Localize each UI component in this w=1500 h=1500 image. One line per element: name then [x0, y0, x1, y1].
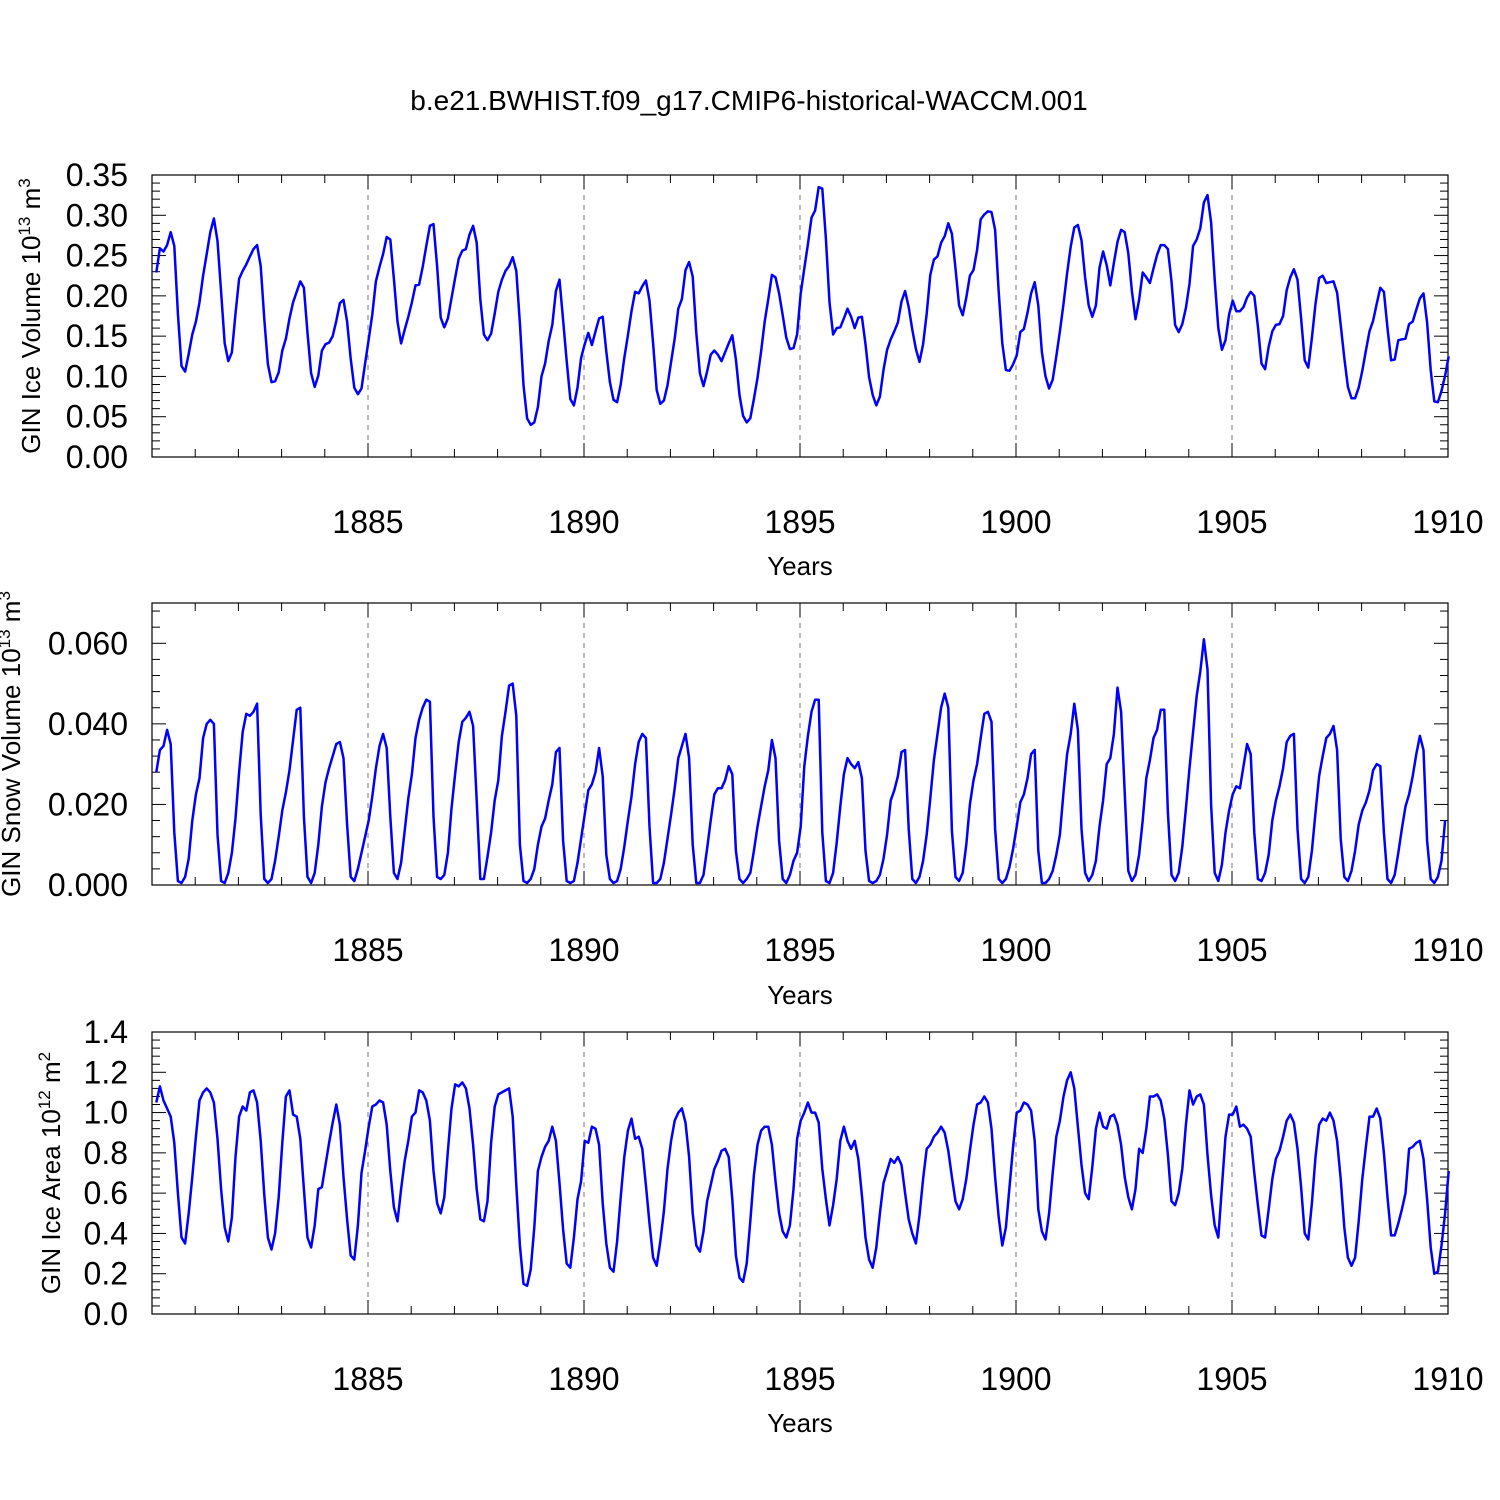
x-tick-label: 1895	[764, 1361, 835, 1397]
x-tick-label: 1905	[1196, 504, 1267, 540]
y-tick-label: 0.00	[66, 439, 128, 475]
x-tick-label: 1905	[1196, 1361, 1267, 1397]
y-axis-label: GIN Ice Area 1012 m2	[35, 1052, 66, 1294]
x-tick-label: 1895	[764, 504, 835, 540]
x-tick-label: 1910	[1412, 932, 1483, 968]
x-tick-label: 1885	[332, 932, 403, 968]
snow-volume-panel: 0.000 0.020 0.040 0.060 1885 1890 1895 1900 1905…	[0, 591, 1484, 1010]
y-tick-label: 0.0	[84, 1296, 128, 1332]
y-tick-label: 0.020	[48, 786, 128, 822]
y-axis-label: GIN Ice Volume 1013 m3	[15, 178, 46, 454]
y-tick-label: 1.2	[84, 1054, 128, 1090]
y-axis-label: GIN Snow Volume 1013 m3	[0, 591, 26, 897]
x-axis-label: Years	[767, 980, 833, 1010]
series-line	[155, 638, 1447, 885]
x-tick-label: 1895	[764, 932, 835, 968]
x-tick-label: 1900	[980, 1361, 1051, 1397]
y-tick-label: 0.000	[48, 867, 128, 903]
y-tick-label: 0.6	[84, 1175, 128, 1211]
figure-title: b.e21.BWHIST.f09_g17.CMIP6-historical-WA…	[410, 85, 1087, 116]
y-tick-label: 0.060	[48, 625, 128, 661]
series-line	[155, 185, 1450, 427]
x-axis-label: Years	[767, 1408, 833, 1438]
y-tick-label: 0.25	[66, 238, 128, 274]
y-tick-label: 0.35	[66, 157, 128, 193]
y-tick-label: 0.05	[66, 399, 128, 435]
y-tick-label: 0.10	[66, 358, 128, 394]
y-tick-label: 0.30	[66, 197, 128, 233]
y-tick-label: 0.2	[84, 1256, 128, 1292]
series-line	[155, 1071, 1450, 1288]
x-tick-label: 1905	[1196, 932, 1267, 968]
x-tick-label: 1885	[332, 1361, 403, 1397]
x-tick-label: 1910	[1412, 1361, 1483, 1397]
x-tick-label: 1890	[548, 932, 619, 968]
x-axis-label: Years	[767, 551, 833, 581]
y-tick-label: 0.15	[66, 318, 128, 354]
x-tick-label: 1890	[548, 504, 619, 540]
x-tick-label: 1910	[1412, 504, 1483, 540]
y-tick-label: 0.4	[84, 1215, 128, 1251]
y-tick-label: 1.4	[84, 1014, 128, 1050]
x-tick-label: 1890	[548, 1361, 619, 1397]
y-tick-label: 1.0	[84, 1095, 128, 1131]
x-tick-label: 1900	[980, 504, 1051, 540]
y-tick-label: 0.040	[48, 706, 128, 742]
ice-area-panel: 0.0 0.2 0.4 0.6 0.8 1.0 1.2 1.4 1885 1890 1895 1900…	[35, 1014, 1484, 1438]
y-tick-label: 0.20	[66, 278, 128, 314]
ice-volume-panel: 0.00 0.05 0.10 0.15 0.20 0.25 0.30 0.35 1885 1890…	[15, 157, 1484, 581]
x-tick-label: 1900	[980, 932, 1051, 968]
x-tick-label: 1885	[332, 504, 403, 540]
y-tick-label: 0.8	[84, 1135, 128, 1171]
